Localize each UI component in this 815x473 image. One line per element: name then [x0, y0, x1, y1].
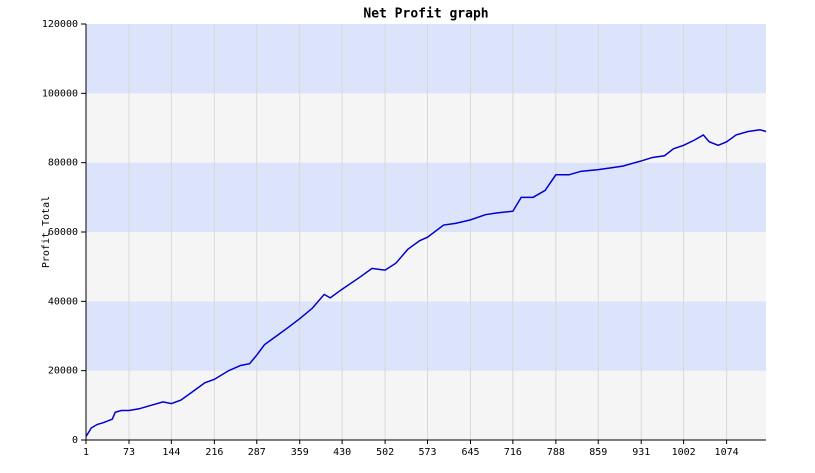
x-tick-label: 287	[248, 447, 266, 458]
y-tick-label: 40000	[48, 296, 78, 307]
x-tick-label: 931	[632, 447, 650, 458]
band	[86, 301, 766, 371]
x-tick-label: 1	[83, 447, 89, 458]
y-tick-label: 20000	[48, 366, 78, 377]
x-tick-label: 73	[123, 447, 135, 458]
y-tick-label: 100000	[42, 88, 78, 99]
band	[86, 93, 766, 163]
chart-title: Net Profit graph	[363, 7, 488, 22]
y-axis-label: Profit Total	[41, 196, 52, 268]
band	[86, 232, 766, 302]
x-tick-label: 788	[547, 447, 565, 458]
x-tick-label: 216	[205, 447, 223, 458]
band	[86, 24, 766, 94]
y-tick-label: 80000	[48, 158, 78, 169]
x-tick-label: 1002	[672, 447, 696, 458]
y-tick-label: 0	[72, 435, 78, 446]
y-tick-label: 60000	[48, 227, 78, 238]
x-tick-label: 1074	[715, 447, 739, 458]
y-tick-label: 120000	[42, 19, 78, 30]
x-tick-label: 144	[162, 447, 180, 458]
x-tick-label: 645	[461, 447, 479, 458]
x-tick-label: 359	[291, 447, 309, 458]
x-tick-label: 430	[333, 447, 351, 458]
x-tick-label: 573	[418, 447, 436, 458]
profit-line	[85, 128, 767, 437]
x-tick-label: 716	[504, 447, 522, 458]
x-tick-label: 502	[376, 447, 394, 458]
band	[86, 370, 766, 440]
band	[86, 162, 766, 232]
x-tick-label: 859	[589, 447, 607, 458]
